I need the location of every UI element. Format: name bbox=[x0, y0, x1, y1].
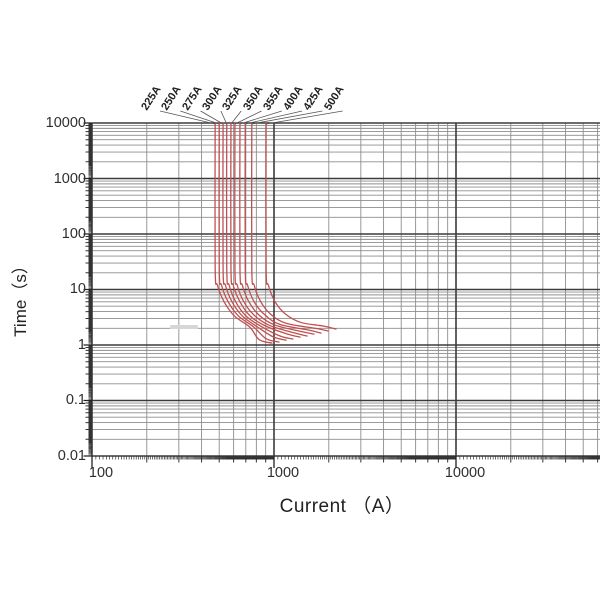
y-tick-label: 1000 bbox=[53, 171, 86, 187]
trip-curve bbox=[265, 122, 337, 330]
x-axis-title: Current （A） bbox=[279, 496, 405, 517]
trip-curve bbox=[222, 122, 287, 341]
y-tick-label: 1 bbox=[77, 337, 86, 353]
x-tick-label: 100 bbox=[88, 465, 114, 481]
y-tick-label: 10000 bbox=[45, 115, 86, 131]
trip-curve bbox=[214, 122, 273, 344]
trip-curve bbox=[239, 122, 315, 335]
y-tick-label: 100 bbox=[61, 226, 86, 242]
trip-curve bbox=[225, 122, 294, 340]
trip-curve bbox=[234, 122, 308, 337]
trip-curve bbox=[230, 122, 301, 338]
trip-curves bbox=[214, 122, 337, 344]
y-tick-label: 10 bbox=[69, 281, 86, 297]
y-tick-label: 0.01 bbox=[57, 448, 86, 464]
trip-curve bbox=[244, 122, 322, 334]
x-tick-label: 10000 bbox=[444, 465, 486, 481]
grid bbox=[91, 122, 600, 457]
stray-mark bbox=[170, 325, 198, 329]
y-tick-label: 0.1 bbox=[65, 392, 86, 408]
axis-ticks bbox=[83, 122, 600, 468]
label-leader-lines bbox=[159, 110, 343, 125]
trip-curve bbox=[250, 122, 329, 332]
y-axis-title: Time（s） bbox=[11, 257, 30, 337]
x-tick-label: 1000 bbox=[266, 465, 300, 481]
trip-curve bbox=[218, 122, 280, 343]
